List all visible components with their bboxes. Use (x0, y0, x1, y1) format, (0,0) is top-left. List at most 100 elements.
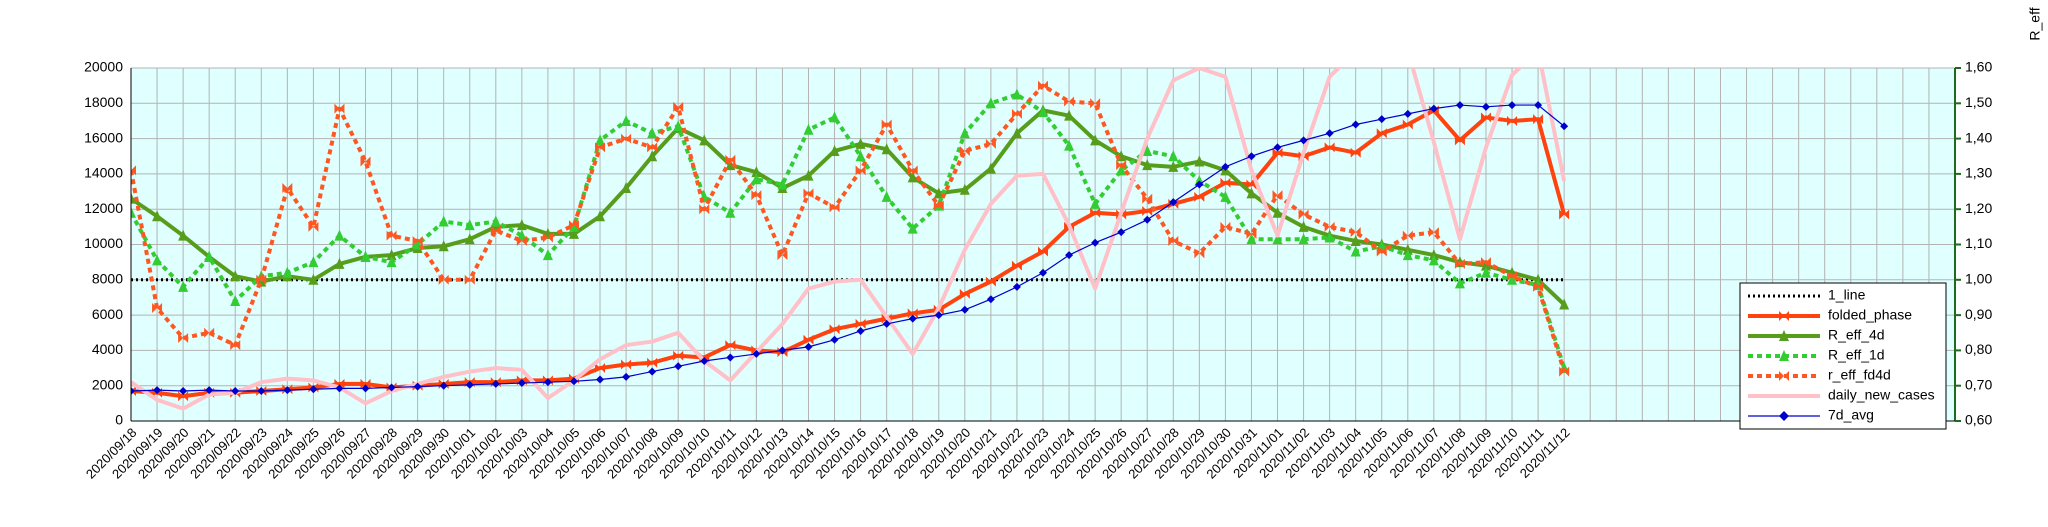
point-marker (386, 249, 397, 261)
point-marker (1142, 205, 1153, 216)
point-marker (673, 350, 684, 361)
point-marker (595, 142, 606, 153)
point-marker (516, 219, 527, 231)
point-marker (1272, 147, 1283, 158)
point-marker (335, 384, 344, 393)
point-marker (1194, 155, 1205, 167)
point-marker (1064, 96, 1075, 107)
point-marker (1220, 190, 1231, 202)
point-marker (1480, 112, 1491, 123)
legend-label: folded_phase (1828, 307, 1912, 323)
point-marker (1350, 227, 1361, 238)
point-marker (334, 103, 345, 114)
y-tick-label: 2000 (92, 376, 123, 392)
point-marker (856, 326, 865, 335)
point-marker (1324, 221, 1335, 232)
point-marker (855, 150, 866, 162)
point-marker (1428, 254, 1439, 266)
point-marker (308, 221, 319, 232)
point-marker (491, 379, 500, 388)
point-marker (907, 222, 918, 234)
point-marker (231, 386, 240, 395)
point-marker (309, 385, 318, 394)
point-marker (542, 249, 553, 261)
point-marker (178, 280, 189, 292)
point-marker (595, 134, 606, 146)
point-marker (438, 215, 449, 227)
series-line (131, 104, 1565, 392)
point-marker (1221, 162, 1230, 171)
point-marker (1011, 260, 1022, 271)
point-marker (360, 156, 371, 167)
point-marker (621, 114, 632, 126)
point-marker (543, 378, 552, 387)
point-marker (647, 142, 658, 153)
point-marker (985, 97, 996, 109)
point-marker (1402, 119, 1413, 130)
point-marker (986, 295, 995, 304)
point-marker (985, 162, 996, 174)
point-marker (1298, 209, 1309, 220)
point-marker (596, 375, 605, 384)
point-marker (595, 363, 606, 374)
point-marker (1272, 233, 1283, 245)
point-marker (881, 190, 892, 202)
point-marker (1012, 282, 1021, 291)
point-marker (933, 200, 944, 211)
point-marker (959, 127, 970, 139)
point-marker (204, 327, 215, 338)
point-marker (1011, 108, 1022, 119)
point-marker (152, 254, 163, 266)
point-marker (412, 235, 423, 246)
point-marker (1143, 215, 1152, 224)
point-marker (1351, 120, 1360, 129)
point-marker (726, 353, 735, 362)
point-marker (179, 386, 188, 395)
y2-tick-label: 1,60 (1965, 59, 1992, 75)
point-marker (205, 386, 214, 395)
point-marker (673, 101, 684, 112)
point-marker (959, 183, 970, 195)
point-marker (700, 356, 709, 365)
point-marker (803, 188, 814, 199)
point-marker (1376, 240, 1387, 252)
point-marker (1298, 233, 1309, 245)
legend-label: 1_line (1828, 287, 1866, 303)
point-marker (1168, 160, 1179, 172)
point-marker (1168, 150, 1179, 162)
point-marker (907, 308, 918, 319)
point-marker (361, 384, 370, 393)
point-marker (1534, 101, 1543, 110)
point-marker (1038, 106, 1048, 118)
y-tick-label: 18000 (84, 94, 123, 110)
point-marker (725, 154, 736, 165)
y-tick-label: 4000 (92, 341, 123, 357)
point-marker (1299, 136, 1308, 145)
point-marker (1454, 277, 1465, 289)
y2-tick-label: 1,20 (1965, 200, 1992, 216)
point-marker (752, 349, 761, 358)
point-marker (1377, 115, 1386, 124)
point-marker (387, 383, 396, 392)
point-marker (283, 386, 292, 395)
point-marker (751, 173, 762, 185)
point-marker (1324, 142, 1335, 153)
point-marker (1246, 187, 1257, 199)
point-marker (1507, 115, 1518, 126)
point-marker (438, 274, 449, 285)
y2-tick-label: 0,80 (1965, 341, 1992, 357)
point-marker (933, 187, 944, 199)
point-marker (1194, 191, 1205, 202)
point-marker (1376, 128, 1387, 139)
point-marker (1508, 101, 1517, 110)
point-marker (517, 379, 526, 388)
point-marker (1039, 268, 1047, 277)
point-marker (1533, 114, 1544, 125)
point-marker (803, 123, 814, 135)
point-marker (725, 206, 736, 218)
legend-label: 7d_avg (1828, 407, 1874, 423)
legend-label: r_eff_fd4d (1828, 367, 1891, 383)
point-marker (1376, 246, 1387, 257)
point-marker (386, 230, 397, 241)
point-marker (777, 178, 788, 190)
